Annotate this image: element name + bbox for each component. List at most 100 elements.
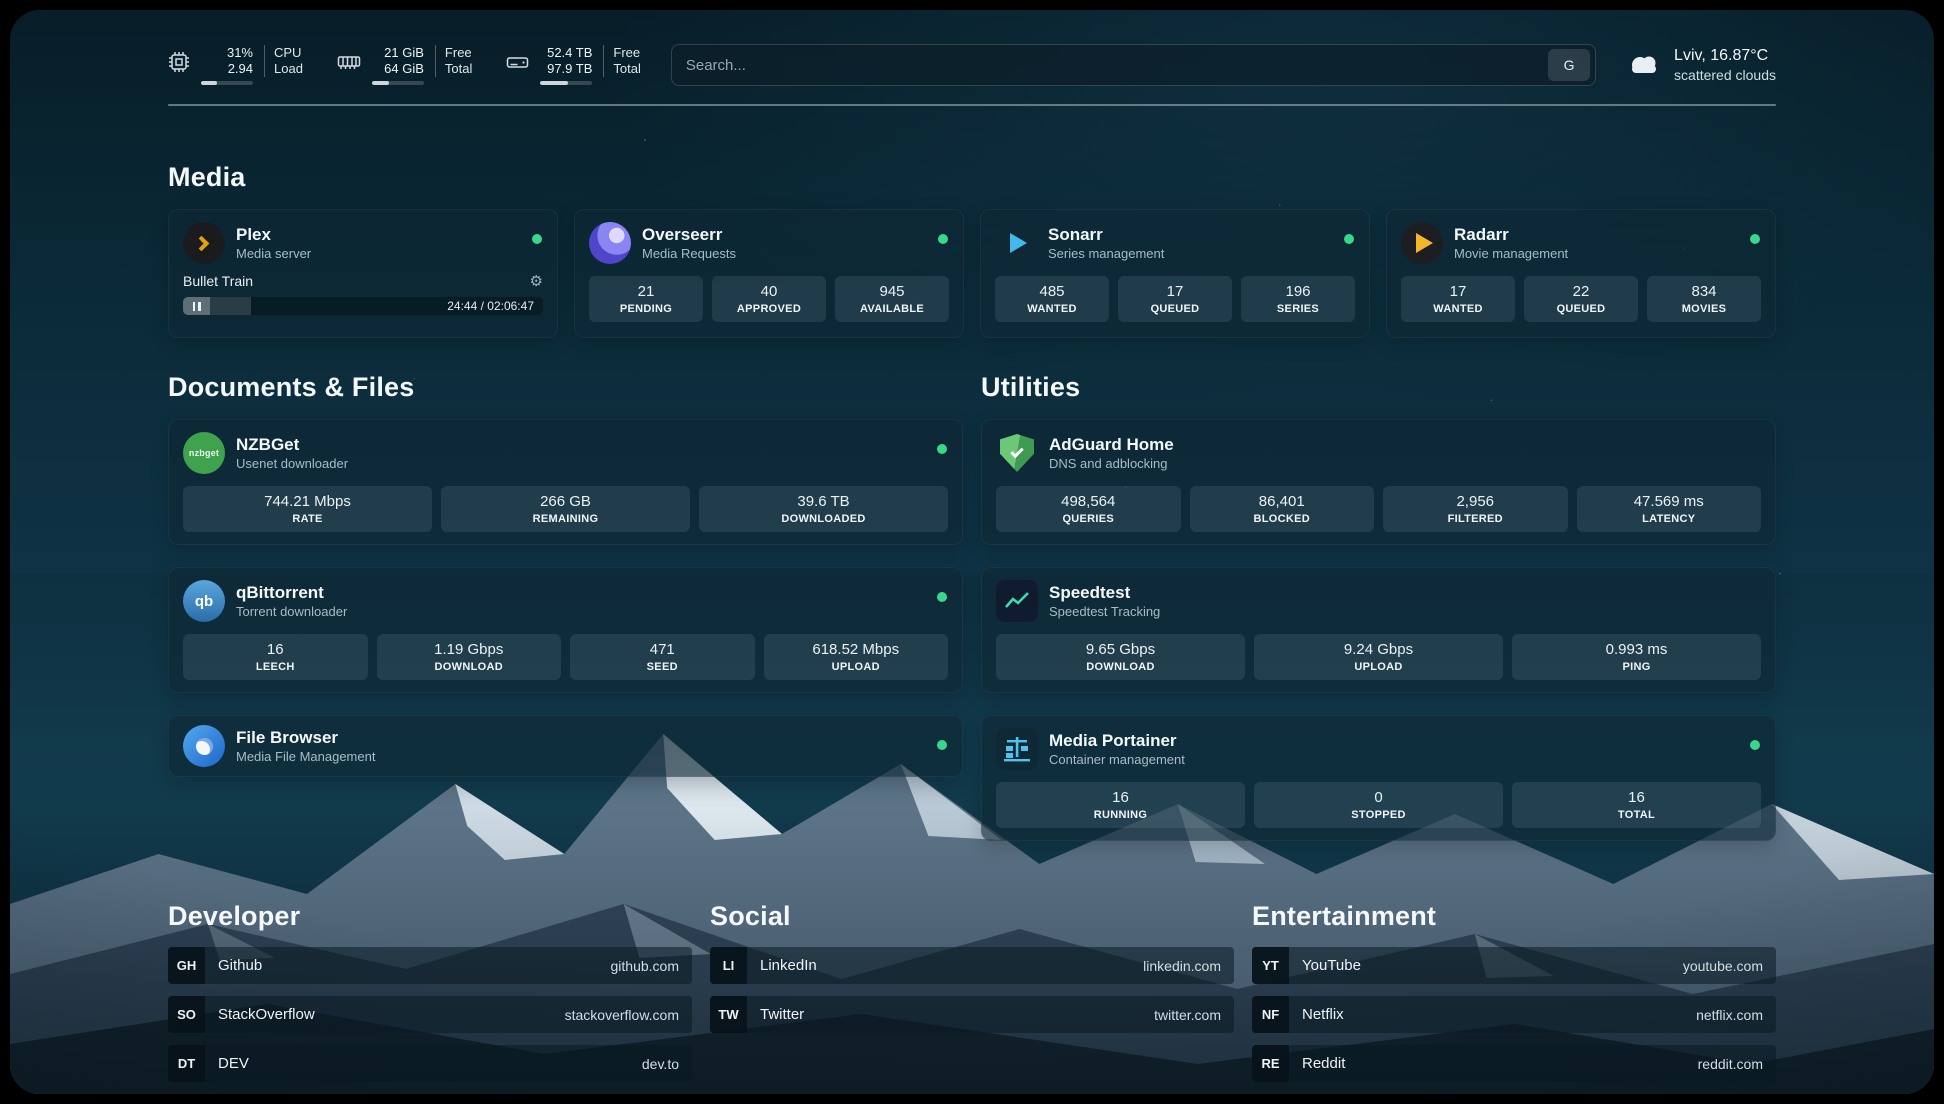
plex-card-header: Plex Media server	[183, 222, 543, 264]
stat-value: 47.569 ms	[1633, 493, 1704, 510]
bookmark-github[interactable]: GH Github github.com	[168, 947, 692, 984]
bookmark-name: Netflix	[1302, 1006, 1344, 1023]
bookmark-group-social: Social LI LinkedIn linkedin.com TW Twitt…	[710, 901, 1234, 1082]
header-divider	[168, 104, 1776, 106]
search-engine-button[interactable]: G	[1548, 49, 1591, 81]
adguard-card-header: AdGuard Home DNS and adblocking	[996, 432, 1761, 474]
stat-wanted: 17 WANTED	[1401, 276, 1515, 322]
cpu-load-value: 2.94	[227, 61, 253, 76]
bookmark-linkedin[interactable]: LI LinkedIn linkedin.com	[710, 947, 1234, 984]
app-description: Media File Management	[236, 748, 376, 764]
search-bar: G	[670, 44, 1597, 86]
sonarr-stats: 485 WANTED 17 QUEUED 196 SERIES	[995, 276, 1355, 322]
app-card-radarr[interactable]: Radarr Movie management 17 WANTED 22 QUE…	[1386, 209, 1776, 338]
qbittorrent-meta: qBittorrent Torrent downloader	[236, 583, 347, 620]
stat-label: WANTED	[1027, 303, 1077, 315]
gear-icon[interactable]: ⚙	[529, 272, 543, 290]
twitter-icon: TW	[710, 996, 747, 1033]
bookmark-url: github.com	[610, 957, 679, 974]
crane-containers-glyph	[1004, 737, 1030, 762]
bookmark-stackoverflow[interactable]: SO StackOverflow stackoverflow.com	[168, 996, 692, 1033]
app-name: Overseerr	[642, 224, 723, 244]
memory-total-label: Total	[444, 61, 473, 76]
stat-remaining: 266 GB REMAINING	[441, 486, 690, 532]
bookmark-url: netflix.com	[1696, 1006, 1763, 1023]
app-name: Speedtest	[1049, 582, 1131, 602]
stat-value: 9.65 Gbps	[1085, 641, 1156, 658]
app-description: Media Requests	[642, 245, 736, 261]
stat-value: 744.21 Mbps	[264, 493, 351, 510]
app-card-qbittorrent[interactable]: qb qBittorrent Torrent downloader 16 LEE…	[168, 567, 963, 693]
section-title-developer: Developer	[168, 901, 301, 931]
disk-metric: 52.4 TB 97.9 TB Free Total	[506, 45, 641, 85]
app-card-speedtest[interactable]: Speedtest Speedtest Tracking 9.65 Gbps D…	[981, 567, 1776, 693]
radarr-card-header: Radarr Movie management	[1401, 222, 1761, 264]
portainer-icon	[996, 728, 1038, 770]
app-card-plex[interactable]: Plex Media server Bullet Train ⚙ 24:44 /…	[168, 209, 558, 338]
disk-values: 52.4 TB 97.9 TB	[540, 45, 593, 85]
stat-label: PING	[1622, 661, 1651, 673]
bookmark-url: linkedin.com	[1143, 957, 1221, 974]
stat-label: APPROVED	[736, 303, 802, 315]
app-card-filebrowser[interactable]: File Browser Media File Management	[168, 715, 963, 777]
app-name: Plex	[236, 224, 271, 244]
stat-leech: 16 LEECH	[183, 634, 368, 680]
app-card-portainer[interactable]: Media Portainer Container management 16 …	[981, 715, 1776, 841]
stat-label: DOWNLOADED	[781, 513, 866, 525]
bookmark-netflix[interactable]: NF Netflix netflix.com	[1252, 996, 1776, 1033]
nzbget-icon: nzbget	[183, 432, 225, 474]
plex-now-playing-row: Bullet Train ⚙	[183, 273, 543, 289]
stat-label: UPLOAD	[831, 661, 880, 673]
memory-bar-fill	[371, 81, 390, 85]
memory-bar	[371, 81, 424, 85]
stat-label: PENDING	[619, 303, 673, 315]
bookmark-dev[interactable]: DT DEV dev.to	[168, 1045, 692, 1082]
portainer-card-header: Media Portainer Container management	[996, 728, 1761, 770]
stat-label: RUNNING	[1093, 809, 1148, 821]
section-utilities: Utilities AdGuard Home DNS and adblockin…	[981, 372, 1776, 841]
sonarr-play-glyph	[1010, 233, 1027, 253]
cpu-values: 31% 2.94	[201, 45, 253, 85]
cpu-labels: CPU Load	[264, 45, 303, 77]
bookmark-url: youtube.com	[1682, 957, 1763, 974]
bookmark-name: YouTube	[1302, 957, 1361, 974]
bookmark-url: twitter.com	[1154, 1006, 1221, 1023]
pause-icon[interactable]	[183, 297, 210, 315]
stat-label: DOWNLOAD	[434, 661, 503, 673]
weather-text: Lviv, 16.87°C scattered clouds	[1674, 47, 1776, 83]
stat-value: 39.6 TB	[797, 493, 850, 510]
bookmark-url: dev.to	[641, 1055, 679, 1072]
bookmark-group-developer: Developer GH Github github.com SO StackO…	[168, 901, 692, 1082]
nzbget-stats: 744.21 Mbps RATE 266 GB REMAINING 39.6 T…	[183, 486, 948, 532]
stat-wanted: 485 WANTED	[995, 276, 1109, 322]
utilities-cards: AdGuard Home DNS and adblocking 498,564 …	[981, 419, 1776, 841]
bookmark-twitter[interactable]: TW Twitter twitter.com	[710, 996, 1234, 1033]
disk-bar	[540, 81, 593, 85]
stat-series: 196 SERIES	[1241, 276, 1355, 322]
app-card-adguard[interactable]: AdGuard Home DNS and adblocking 498,564 …	[981, 419, 1776, 545]
app-card-sonarr[interactable]: Sonarr Series management 485 WANTED 17 Q…	[980, 209, 1370, 338]
bookmark-reddit[interactable]: RE Reddit reddit.com	[1252, 1045, 1776, 1082]
status-dot-online	[1344, 234, 1354, 244]
stat-value: 21	[637, 283, 655, 300]
stat-label: BLOCKED	[1253, 513, 1310, 525]
stat-value: 0.993 ms	[1605, 641, 1668, 658]
stat-ping: 0.993 ms PING	[1512, 634, 1761, 680]
status-dot-online	[938, 234, 948, 244]
bookmark-youtube[interactable]: YT YouTube youtube.com	[1252, 947, 1776, 984]
player-progress-bar[interactable]: 24:44 / 02:06:47	[183, 297, 543, 315]
stat-label: TOTAL	[1617, 809, 1656, 821]
nzbget-card-header: nzbget NZBGet Usenet downloader	[183, 432, 948, 474]
app-card-nzbget[interactable]: nzbget NZBGet Usenet downloader 744.21 M…	[168, 419, 963, 545]
section-title-media: Media	[168, 162, 246, 192]
bookmark-name: Twitter	[760, 1006, 805, 1023]
documents-cards: nzbget NZBGet Usenet downloader 744.21 M…	[168, 419, 963, 777]
stat-value: 16	[1112, 789, 1129, 806]
search-input[interactable]	[685, 56, 1549, 74]
stat-value: 471	[649, 641, 675, 658]
app-description: Container management	[1049, 751, 1185, 767]
app-card-overseerr[interactable]: Overseerr Media Requests 21 PENDING 40 A…	[574, 209, 964, 338]
stat-value: 196	[1285, 283, 1311, 300]
sonarr-meta: Sonarr Series management	[1048, 225, 1164, 262]
check-glyph	[1010, 444, 1024, 458]
